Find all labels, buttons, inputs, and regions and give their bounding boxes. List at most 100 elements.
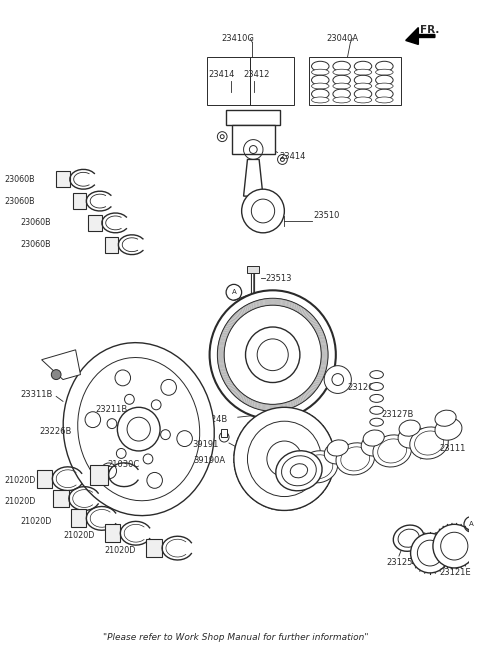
Ellipse shape [378,439,407,463]
Ellipse shape [78,358,200,500]
Ellipse shape [312,83,329,89]
Bar [221,429,227,437]
Bar [251,57,294,105]
Bar [105,236,119,253]
Text: 23414: 23414 [279,152,306,161]
Text: 23111: 23111 [440,445,466,453]
Text: 23513: 23513 [265,274,291,283]
Bar [56,172,70,187]
Text: 23412: 23412 [243,69,270,79]
Text: 23125: 23125 [386,559,413,567]
Text: 23311B: 23311B [20,390,53,399]
Circle shape [324,365,351,394]
Ellipse shape [312,69,329,75]
Text: 23040A: 23040A [326,34,358,43]
Bar [146,539,162,557]
Ellipse shape [333,97,350,103]
Text: 23060B: 23060B [20,240,51,249]
Circle shape [107,419,117,428]
Ellipse shape [410,427,448,459]
Bar [226,110,280,124]
Ellipse shape [435,410,456,426]
Text: 23410G: 23410G [221,34,254,43]
Text: 23060B: 23060B [5,196,36,206]
Text: 24340: 24340 [435,549,461,557]
Ellipse shape [327,440,348,456]
Text: "Please refer to Work Shop Manual for further information": "Please refer to Work Shop Manual for fu… [103,633,369,642]
Circle shape [241,189,284,233]
Text: A: A [469,521,474,527]
Ellipse shape [282,456,316,486]
Text: 23510: 23510 [313,212,340,221]
Ellipse shape [373,435,411,467]
Text: 23126A: 23126A [348,383,380,392]
Ellipse shape [341,447,370,471]
Ellipse shape [370,419,384,426]
Bar [105,524,120,542]
Text: 21020D: 21020D [5,476,36,485]
Bar [37,470,52,487]
Ellipse shape [376,69,393,75]
Text: 23211B: 23211B [95,405,127,414]
Text: 21020D: 21020D [63,531,95,540]
Text: A: A [231,290,236,295]
Circle shape [147,472,162,489]
Ellipse shape [333,69,350,75]
Text: 23127B: 23127B [382,410,414,419]
Ellipse shape [361,434,388,456]
Circle shape [115,370,131,386]
Circle shape [234,407,335,510]
Ellipse shape [393,525,424,552]
Bar [309,57,401,105]
Bar [90,465,108,485]
Bar [248,265,259,273]
Polygon shape [243,159,263,196]
Ellipse shape [276,451,322,491]
Bar [72,193,86,209]
Ellipse shape [376,83,393,89]
Text: 23226B: 23226B [40,426,72,436]
Circle shape [210,290,336,419]
Ellipse shape [399,420,420,436]
Ellipse shape [398,426,425,448]
Ellipse shape [354,97,372,103]
Ellipse shape [415,431,444,455]
Circle shape [51,369,61,379]
Circle shape [161,430,170,440]
Text: 21020D: 21020D [5,497,36,506]
Polygon shape [42,350,81,379]
Bar [88,215,102,231]
Ellipse shape [370,383,384,390]
Circle shape [85,412,101,428]
Ellipse shape [354,69,372,75]
Ellipse shape [435,418,462,440]
Ellipse shape [333,83,350,89]
Text: FR.: FR. [420,25,440,35]
Bar [53,490,69,508]
Text: 39191: 39191 [192,441,218,449]
Circle shape [246,327,300,383]
Text: 21020D: 21020D [105,546,136,555]
Ellipse shape [312,97,329,103]
Circle shape [248,421,321,496]
Ellipse shape [370,406,384,414]
Text: 23121E: 23121E [440,569,471,578]
Ellipse shape [354,83,372,89]
Text: 23060B: 23060B [20,218,51,227]
Circle shape [101,463,117,479]
Bar [207,57,251,105]
Text: 23060B: 23060B [5,175,36,184]
Bar [71,510,86,527]
Ellipse shape [299,451,337,483]
Circle shape [433,524,476,568]
Ellipse shape [370,371,384,379]
Circle shape [219,432,229,442]
Ellipse shape [304,455,333,479]
Circle shape [177,431,192,447]
Ellipse shape [324,442,351,464]
Circle shape [116,449,126,458]
Ellipse shape [63,343,214,515]
Bar [232,124,275,155]
Circle shape [410,533,449,573]
Circle shape [161,379,177,395]
